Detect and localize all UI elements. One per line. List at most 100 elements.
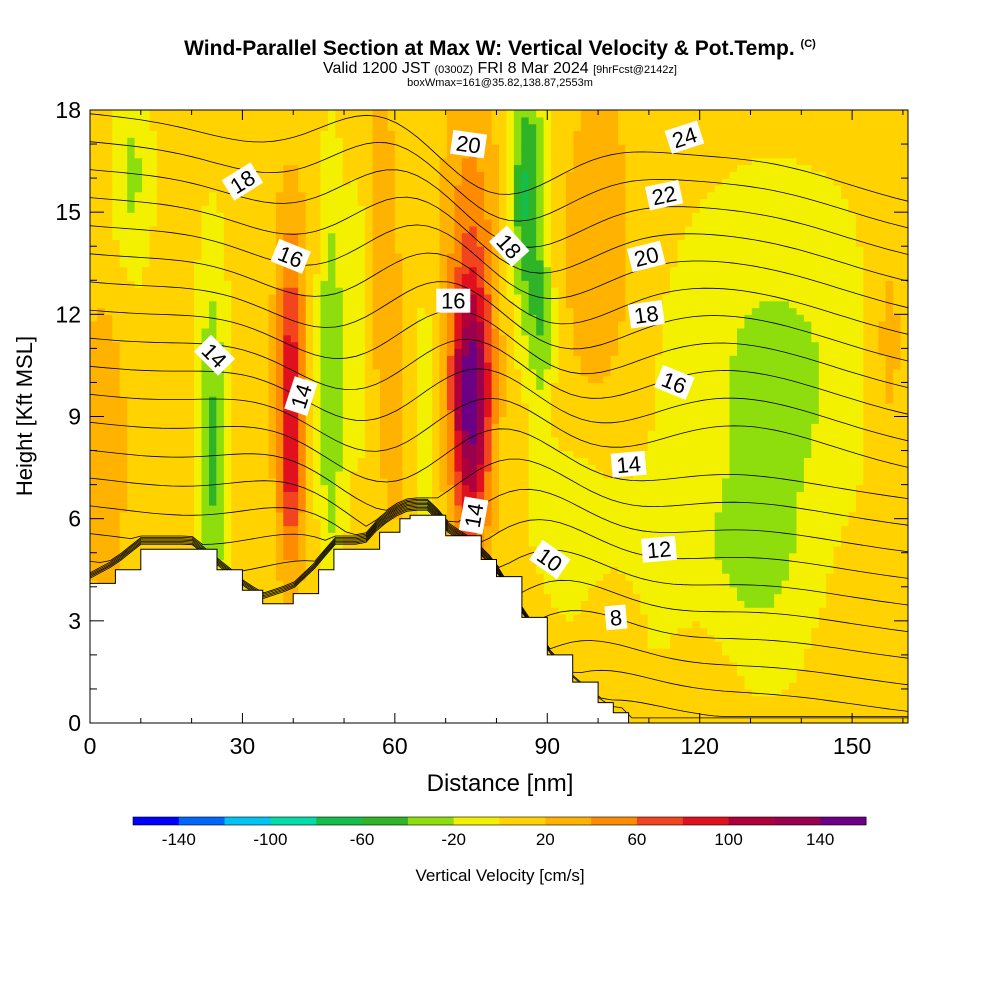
velocity-cell — [380, 382, 389, 390]
velocity-cell — [216, 171, 225, 179]
velocity-cell — [134, 293, 143, 302]
velocity-cell — [97, 511, 106, 520]
velocity-cell — [328, 253, 337, 261]
velocity-cell — [387, 273, 396, 281]
velocity-cell — [179, 198, 188, 206]
velocity-cell — [484, 355, 493, 363]
velocity-cell — [313, 552, 322, 561]
velocity-cell — [491, 307, 500, 315]
velocity-cell — [164, 137, 173, 145]
velocity-cell — [179, 518, 188, 527]
velocity-cell — [97, 566, 106, 574]
velocity-cell — [238, 382, 247, 390]
velocity-cell — [164, 178, 173, 186]
velocity-cell — [104, 443, 113, 452]
velocity-cell — [439, 178, 448, 186]
velocity-cell — [275, 348, 284, 356]
velocity-cell — [439, 423, 448, 431]
velocity-cell — [268, 266, 277, 275]
velocity-cell — [320, 477, 329, 486]
velocity-cell — [380, 328, 389, 336]
velocity-cell — [424, 443, 433, 452]
velocity-cell — [439, 253, 448, 261]
velocity-cell — [387, 321, 396, 329]
velocity-cell — [275, 191, 284, 200]
velocity-cell — [491, 477, 500, 486]
velocity-cell — [387, 375, 396, 384]
velocity-cell — [417, 450, 426, 459]
velocity-cell — [246, 471, 255, 479]
velocity-cell — [469, 110, 478, 118]
velocity-cell — [216, 464, 225, 472]
velocity-cell — [127, 191, 136, 200]
velocity-cell — [298, 334, 307, 343]
velocity-cell — [342, 450, 351, 459]
velocity-cell — [320, 484, 329, 493]
velocity-cell — [127, 348, 136, 356]
velocity-cell — [342, 287, 351, 295]
velocity-cell — [223, 130, 232, 138]
velocity-cell — [127, 137, 136, 145]
velocity-cell — [261, 191, 270, 200]
velocity-cell — [469, 382, 478, 390]
velocity-cell — [454, 498, 463, 506]
velocity-cell — [268, 225, 277, 234]
velocity-cell — [409, 307, 418, 315]
velocity-cell — [194, 212, 203, 220]
velocity-cell — [328, 532, 337, 540]
velocity-cell — [446, 328, 455, 336]
velocity-cell — [350, 389, 359, 397]
velocity-cell — [484, 362, 493, 370]
velocity-cell — [223, 144, 232, 152]
velocity-cell — [97, 498, 106, 506]
velocity-cell — [156, 423, 165, 431]
velocity-cell — [127, 198, 136, 206]
velocity-cell — [491, 443, 500, 452]
velocity-cell — [112, 355, 121, 363]
velocity-cell — [320, 368, 329, 377]
velocity-cell — [335, 409, 344, 418]
velocity-cell — [119, 110, 128, 118]
velocity-cell — [238, 150, 247, 159]
velocity-cell — [335, 525, 344, 533]
velocity-cell — [387, 416, 396, 424]
velocity-cell — [290, 580, 299, 588]
velocity-cell — [320, 130, 329, 138]
velocity-cell — [387, 450, 396, 459]
velocity-cell — [253, 552, 262, 561]
velocity-cell — [342, 164, 351, 172]
velocity-cell — [209, 116, 218, 125]
velocity-cell — [439, 116, 448, 125]
velocity-cell — [365, 430, 374, 438]
velocity-cell — [320, 321, 329, 329]
velocity-cell — [476, 348, 485, 356]
velocity-cell — [335, 157, 344, 166]
velocity-cell — [134, 545, 143, 554]
velocity-cell — [461, 362, 470, 370]
velocity-cell — [112, 518, 121, 527]
velocity-cell — [216, 178, 225, 186]
velocity-cell — [357, 287, 366, 295]
velocity-cell — [357, 130, 366, 138]
velocity-cell — [432, 402, 441, 411]
velocity-cell — [179, 464, 188, 472]
velocity-cell — [313, 164, 322, 172]
velocity-cell — [469, 259, 478, 268]
velocity-cell — [283, 532, 292, 540]
velocity-cell — [216, 212, 225, 220]
velocity-cell — [119, 225, 128, 234]
velocity-cell — [409, 314, 418, 322]
velocity-cell — [298, 348, 307, 356]
velocity-cell — [469, 328, 478, 336]
velocity-cell — [261, 559, 270, 567]
velocity-cell — [454, 477, 463, 486]
velocity-cell — [424, 137, 433, 145]
velocity-cell — [268, 219, 277, 227]
velocity-cell — [283, 341, 292, 350]
velocity-cell — [476, 368, 485, 377]
velocity-cell — [97, 123, 106, 132]
velocity-cell — [179, 157, 188, 166]
velocity-cell — [313, 505, 322, 513]
velocity-cell — [394, 450, 403, 459]
velocity-cell — [238, 402, 247, 411]
